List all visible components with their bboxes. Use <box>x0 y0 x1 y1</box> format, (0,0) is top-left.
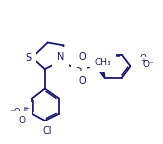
Text: S: S <box>76 64 82 74</box>
Text: Cl: Cl <box>43 126 52 136</box>
Text: S: S <box>25 53 31 63</box>
Text: O: O <box>79 52 86 62</box>
Text: CH₃: CH₃ <box>95 58 111 67</box>
Text: O⁻: O⁻ <box>143 60 154 69</box>
Text: N: N <box>20 107 27 117</box>
Text: +: + <box>141 58 146 64</box>
Text: N: N <box>136 59 143 69</box>
Text: O: O <box>139 54 146 63</box>
Text: +: + <box>23 106 29 112</box>
Text: ⁻O: ⁻O <box>9 108 21 117</box>
Text: N: N <box>57 52 64 62</box>
Text: O: O <box>19 116 26 125</box>
Text: O: O <box>79 76 86 86</box>
